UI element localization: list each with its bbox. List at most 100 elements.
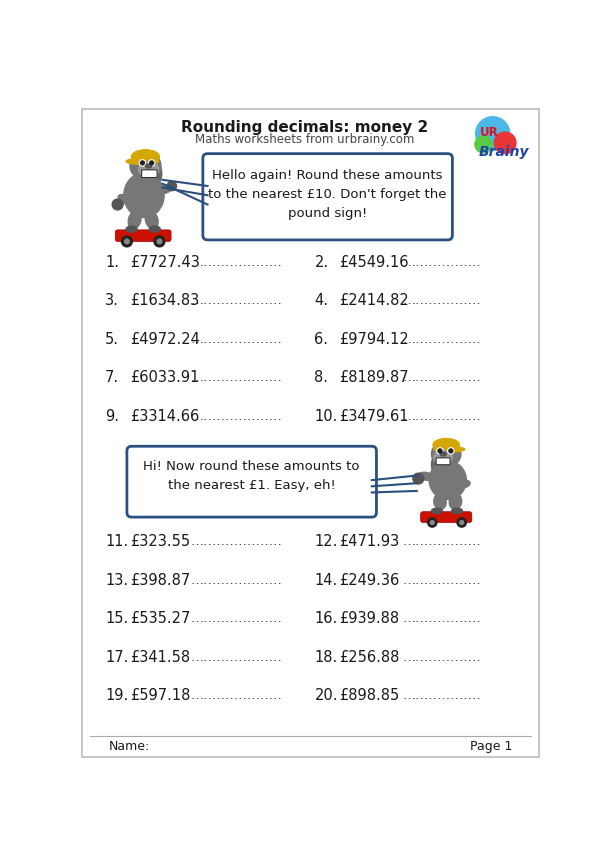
Text: …………………: …………………	[190, 410, 282, 423]
Text: ………………: ………………	[403, 371, 482, 384]
Ellipse shape	[449, 494, 462, 509]
Text: 4.: 4.	[315, 293, 328, 309]
Circle shape	[437, 448, 443, 454]
Text: £9794.12: £9794.12	[339, 332, 409, 347]
Text: …………………: …………………	[190, 294, 282, 307]
Text: 10.: 10.	[315, 409, 338, 423]
Text: 16.: 16.	[315, 611, 338, 626]
Text: £6033.91: £6033.91	[130, 370, 199, 386]
Ellipse shape	[431, 440, 461, 467]
Circle shape	[457, 518, 467, 527]
Text: 18.: 18.	[315, 650, 338, 665]
Ellipse shape	[433, 439, 459, 451]
Circle shape	[430, 520, 434, 524]
Ellipse shape	[451, 508, 462, 513]
Ellipse shape	[459, 481, 470, 488]
Text: ………………: ………………	[403, 573, 482, 587]
FancyBboxPatch shape	[421, 512, 472, 523]
Circle shape	[413, 473, 424, 484]
FancyBboxPatch shape	[127, 446, 376, 517]
Circle shape	[112, 199, 123, 210]
Text: £535.27: £535.27	[130, 611, 190, 626]
Ellipse shape	[434, 450, 453, 464]
Text: Name:: Name:	[108, 740, 150, 753]
Text: £597.18: £597.18	[130, 688, 190, 704]
Circle shape	[428, 518, 437, 527]
Circle shape	[154, 236, 165, 247]
Ellipse shape	[126, 226, 137, 232]
Text: ………………: ………………	[403, 294, 482, 307]
Text: £3479.61: £3479.61	[339, 409, 409, 423]
Text: ………………: ………………	[403, 410, 482, 423]
Circle shape	[167, 182, 176, 190]
Text: Page 1: Page 1	[470, 740, 513, 753]
Text: Rounding decimals: money 2: Rounding decimals: money 2	[181, 120, 428, 135]
Text: Hello again! Round these amounts
to the nearest £10. Don't forget the
pound sign: Hello again! Round these amounts to the …	[208, 169, 447, 220]
FancyBboxPatch shape	[142, 170, 157, 177]
Text: 2.: 2.	[315, 255, 328, 270]
Circle shape	[125, 239, 129, 243]
Circle shape	[494, 132, 516, 153]
Text: …………………: …………………	[190, 573, 282, 587]
Text: £471.93: £471.93	[339, 534, 399, 549]
Text: ………………: ………………	[403, 650, 482, 663]
Text: £3314.66: £3314.66	[130, 409, 199, 423]
Text: UR: UR	[480, 126, 499, 139]
Text: £323.55: £323.55	[130, 534, 190, 549]
Text: …………………: …………………	[190, 371, 282, 384]
Ellipse shape	[434, 494, 446, 509]
Ellipse shape	[124, 173, 164, 218]
Text: 7.: 7.	[105, 370, 119, 386]
Circle shape	[460, 520, 464, 524]
Text: 3.: 3.	[105, 293, 119, 309]
Text: £249.36: £249.36	[339, 572, 399, 588]
Circle shape	[141, 161, 144, 165]
Ellipse shape	[139, 159, 162, 189]
Ellipse shape	[145, 211, 158, 229]
Text: 1.: 1.	[105, 255, 119, 270]
Text: …………………: …………………	[190, 650, 282, 663]
Text: Hi! Now round these amounts to
the nearest £1. Easy, eh!: Hi! Now round these amounts to the neare…	[144, 460, 360, 492]
Text: 14.: 14.	[315, 572, 338, 588]
Text: ………………: ………………	[403, 333, 482, 345]
Ellipse shape	[145, 164, 152, 168]
Text: £256.88: £256.88	[339, 650, 399, 665]
Circle shape	[121, 236, 132, 247]
Text: …………………: …………………	[190, 536, 282, 548]
Text: £4972.24: £4972.24	[130, 332, 200, 347]
Text: £4549.16: £4549.16	[339, 255, 409, 270]
Text: 12.: 12.	[315, 534, 338, 549]
Ellipse shape	[139, 161, 159, 177]
Circle shape	[148, 159, 155, 166]
Circle shape	[139, 159, 145, 166]
Text: 9.: 9.	[105, 409, 119, 423]
Text: 11.: 11.	[105, 534, 128, 549]
Ellipse shape	[159, 185, 172, 194]
Text: Maths worksheets from urbrainy.com: Maths worksheets from urbrainy.com	[195, 134, 414, 147]
Text: £898.85: £898.85	[339, 688, 399, 704]
Ellipse shape	[149, 226, 160, 232]
FancyBboxPatch shape	[203, 153, 453, 240]
Circle shape	[476, 117, 510, 151]
Circle shape	[157, 239, 162, 243]
Ellipse shape	[440, 452, 446, 456]
Text: 8.: 8.	[315, 370, 328, 386]
Text: Brainy: Brainy	[479, 145, 530, 159]
FancyBboxPatch shape	[115, 230, 171, 242]
Text: £398.87: £398.87	[130, 572, 190, 588]
Text: ………………: ………………	[403, 255, 482, 269]
Text: 20.: 20.	[315, 688, 338, 704]
Circle shape	[475, 136, 492, 153]
Text: …………………: …………………	[190, 333, 282, 345]
Text: …………………: …………………	[190, 612, 282, 626]
Circle shape	[449, 449, 453, 452]
Ellipse shape	[434, 446, 465, 452]
Circle shape	[438, 449, 442, 452]
Ellipse shape	[118, 195, 130, 204]
Circle shape	[150, 161, 154, 165]
Text: 6.: 6.	[315, 332, 328, 347]
Circle shape	[448, 448, 454, 454]
Ellipse shape	[431, 452, 451, 478]
Text: £8189.87: £8189.87	[339, 370, 409, 386]
FancyBboxPatch shape	[82, 109, 539, 757]
